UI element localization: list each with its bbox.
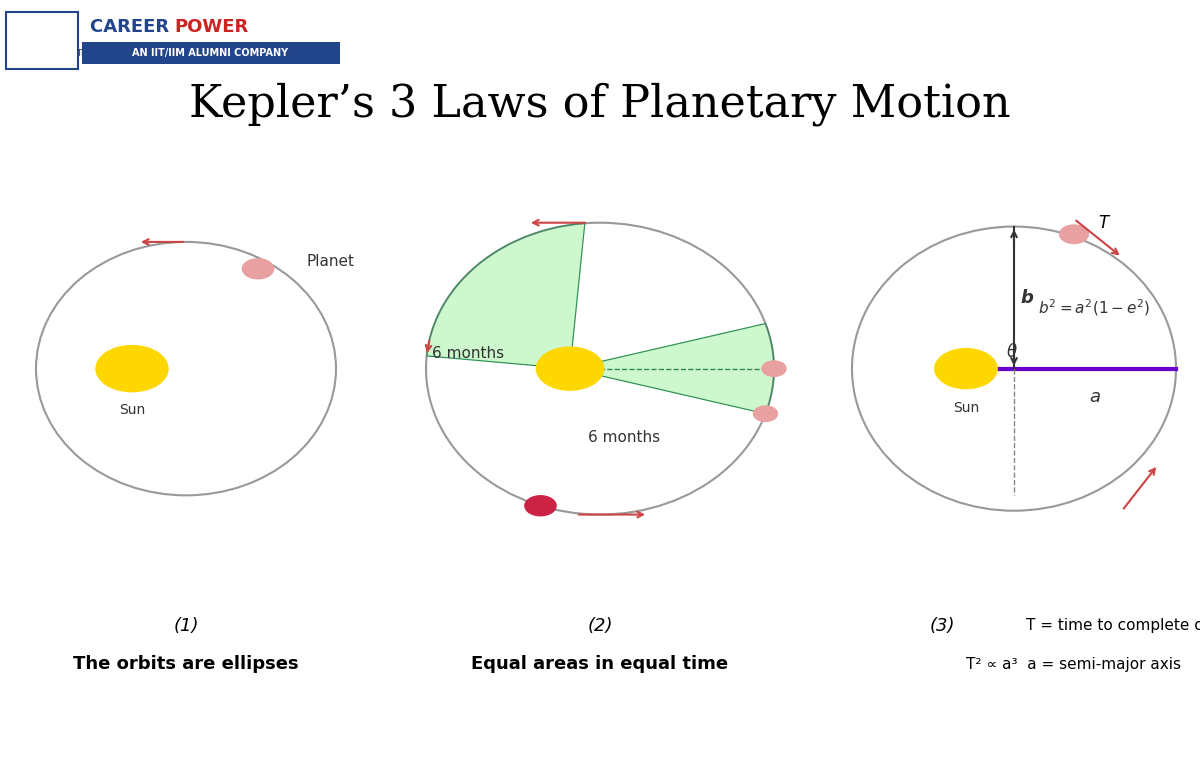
Text: POWER: POWER [174, 18, 248, 36]
Text: T² ∝ a³  a = semi-major axis: T² ∝ a³ a = semi-major axis [966, 657, 1181, 672]
Text: AN IIT/IIM ALUMNI COMPANY: AN IIT/IIM ALUMNI COMPANY [132, 48, 288, 58]
Polygon shape [570, 323, 774, 414]
Circle shape [536, 347, 604, 390]
Circle shape [935, 349, 997, 389]
Circle shape [1060, 225, 1088, 243]
Text: a: a [1090, 388, 1100, 406]
Text: (2): (2) [587, 617, 613, 635]
Text: Equal areas in equal time: Equal areas in equal time [472, 655, 728, 674]
FancyBboxPatch shape [6, 12, 78, 69]
Circle shape [96, 346, 168, 392]
Text: The orbits are ellipses: The orbits are ellipses [73, 655, 299, 674]
Text: 6 months: 6 months [432, 346, 504, 361]
Text: (1): (1) [173, 617, 199, 635]
Circle shape [762, 361, 786, 376]
Text: b: b [1020, 289, 1033, 306]
Text: $\theta$: $\theta$ [1006, 343, 1018, 361]
Text: T: T [1098, 214, 1108, 232]
Text: $b^2 = a^2(1 - e^2)$: $b^2 = a^2(1 - e^2)$ [1038, 297, 1151, 317]
Circle shape [754, 406, 778, 422]
Polygon shape [427, 223, 584, 369]
Text: Planet: Planet [306, 253, 354, 269]
FancyBboxPatch shape [82, 42, 340, 64]
Text: 6 months: 6 months [588, 430, 660, 445]
Circle shape [242, 259, 274, 279]
Text: T = time to complete orbit: T = time to complete orbit [1026, 618, 1200, 634]
Text: Kepler’s 3 Laws of Planetary Motion: Kepler’s 3 Laws of Planetary Motion [190, 82, 1010, 125]
Text: TM: TM [76, 49, 88, 58]
Text: CAREER: CAREER [90, 18, 175, 36]
Text: (3): (3) [929, 617, 955, 635]
Text: Sun: Sun [119, 403, 145, 417]
Text: Sun: Sun [953, 401, 979, 415]
Circle shape [524, 496, 556, 516]
